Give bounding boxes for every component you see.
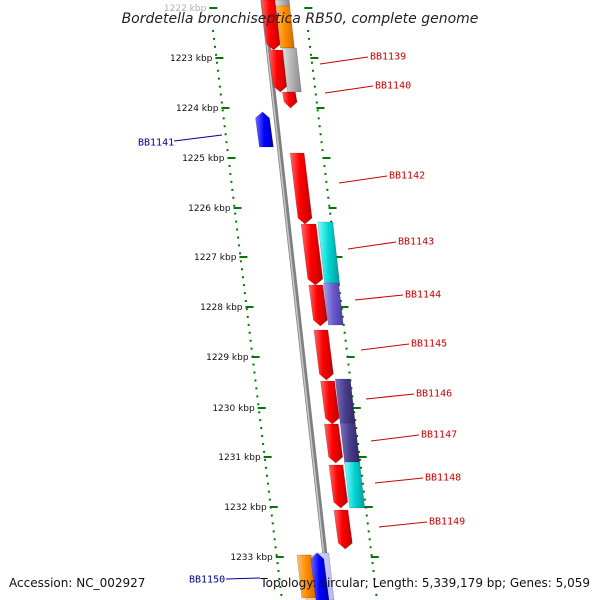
gene-label-bb1142[interactable]: BB1142 [389, 171, 425, 182]
callout-line [319, 56, 369, 65]
gene-label-bb1149[interactable]: BB1149 [429, 517, 465, 528]
gene-arrow-red[interactable] [333, 509, 353, 550]
gene-arrow-red[interactable] [308, 284, 328, 327]
gene-label-bb1147[interactable]: BB1147 [421, 430, 457, 441]
genome-backbone [260, 0, 333, 600]
gene-arrow-slate[interactable] [323, 282, 344, 326]
accession-text: Accession: NC_002927 [9, 576, 145, 590]
gene-label-bb1145[interactable]: BB1145 [411, 339, 447, 350]
gene-arrow-red[interactable] [289, 152, 313, 225]
gene-arrow-gray[interactable] [282, 47, 302, 93]
gene-arrow-cyan[interactable] [344, 461, 366, 509]
genome-backbone-highlight [261, 0, 330, 600]
gene-arrow-red[interactable] [328, 464, 349, 509]
ruler-label: 1224 kbp [176, 104, 219, 114]
ruler-label: 1232 kbp [224, 503, 267, 513]
gene-label-bb1143[interactable]: BB1143 [398, 237, 434, 248]
ruler-label: 1229 kbp [206, 353, 249, 363]
callout-line [173, 134, 223, 142]
map-title: Bordetella bronchiseptica RB50, complete… [122, 11, 479, 27]
callout-line [338, 175, 388, 184]
ruler-label: 1223 kbp [170, 54, 213, 64]
gene-label-bb1144[interactable]: BB1144 [405, 290, 441, 301]
ruler-label: 1230 kbp [212, 404, 255, 414]
callout-line [360, 343, 410, 351]
gene-arrow-blue[interactable] [310, 552, 330, 600]
gene-arrow-darkslate[interactable] [339, 422, 361, 465]
gene-label-bb1139[interactable]: BB1139 [370, 52, 406, 63]
callout-line [365, 393, 415, 400]
callout-line [347, 241, 397, 250]
callout-line [370, 434, 420, 442]
gene-label-bb1146[interactable]: BB1146 [416, 389, 452, 400]
gene-arrow-gray[interactable] [274, 0, 291, 7]
gene-arrow-red[interactable] [323, 423, 344, 464]
callout-line [374, 477, 424, 484]
gene-arrow-red[interactable] [281, 91, 298, 109]
gene-label-bb1141[interactable]: BB1141 [138, 138, 174, 149]
gene-arrow-cyan[interactable] [317, 221, 341, 285]
ruler-label: 1231 kbp [218, 453, 261, 463]
ruler-label: 1225 kbp [182, 154, 225, 164]
ruler-label: 1222 kbp [164, 4, 207, 14]
ruler-label: 1228 kbp [200, 303, 243, 313]
gene-arrow-red[interactable] [260, 0, 281, 51]
gene-label-bb1148[interactable]: BB1148 [425, 473, 461, 484]
gene-arrow-red[interactable] [268, 49, 288, 93]
summary-text: Topology: circular; Length: 5,339,179 bp… [259, 576, 590, 590]
gene-arrow-red[interactable] [300, 223, 324, 286]
callout-line [225, 577, 261, 580]
ruler-label: 1233 kbp [230, 553, 273, 563]
gene-arrow-blue[interactable] [255, 111, 274, 148]
ruler-label: 1227 kbp [194, 253, 237, 263]
ruler-line-left [212, 29, 283, 600]
gene-label-bb1150[interactable]: BB1150 [189, 575, 225, 586]
ruler-ticks: 1222 kbp 1223 kbp 1224 kbp 1225 kbp 1226 kbp… [164, 4, 379, 563]
gene-arrow-red[interactable] [313, 329, 334, 381]
callout-line [324, 85, 374, 94]
gene-callouts: BB1139 BB1140 BB1141 BB1142 BB1143 BB1144 BB11… [138, 52, 465, 586]
gene-arrow-red[interactable] [320, 380, 340, 425]
gene-label-bb1140[interactable]: BB1140 [375, 81, 411, 92]
ruler-label: 1226 kbp [188, 204, 231, 214]
callout-line [354, 294, 404, 301]
gene-features [255, 0, 366, 600]
callout-line [378, 521, 428, 528]
